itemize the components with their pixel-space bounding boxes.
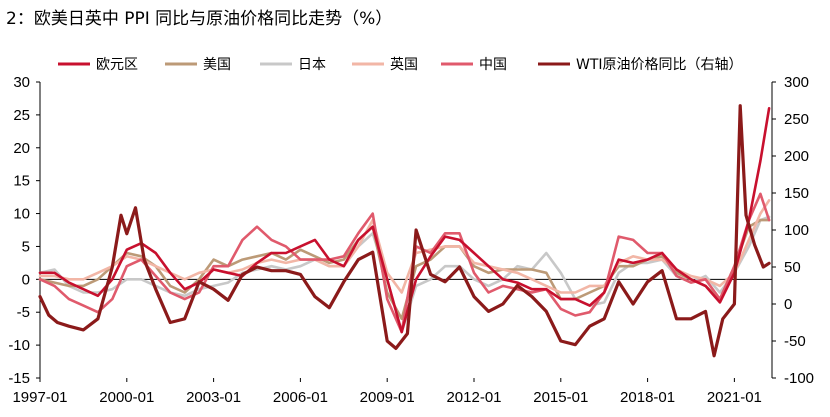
series-lines: [38, 104, 771, 358]
right-tick-label: 250: [784, 111, 809, 128]
chart-title: 2：欧美日英中 PPI 同比与原油价格同比走势（%）: [6, 9, 393, 29]
left-tick-label: 25: [13, 107, 30, 124]
axes: 302520151050-5-10-15300250200150100500-5…: [8, 74, 814, 406]
x-tick-label: 1997-01: [12, 389, 67, 406]
legend-label: 美国: [203, 57, 231, 73]
legend-label: 英国: [390, 56, 418, 73]
x-tick-label: 2006-01: [273, 389, 328, 406]
legend: 欧元区 美国 日本 英国 中国 WTI原油价格同比（右轴）: [58, 56, 743, 73]
right-tick-label: 200: [784, 148, 809, 165]
right-tick-label: 50: [784, 259, 801, 276]
legend-label: 日本: [298, 57, 326, 73]
x-tick-label: 2012-01: [446, 389, 501, 406]
right-tick-label: 0: [784, 296, 792, 313]
x-tick-label: 2018-01: [620, 389, 675, 406]
x-tick-label: 2000-01: [99, 389, 154, 406]
left-tick-label: 5: [22, 238, 30, 255]
series-line-5: [38, 104, 771, 358]
left-tick-label: 15: [13, 173, 30, 190]
right-tick-label: -50: [784, 333, 806, 350]
x-tick-label: 2009-01: [360, 389, 415, 406]
x-tick-label: 2015-01: [533, 389, 588, 406]
series-line-3: [38, 199, 771, 294]
legend-label: 欧元区: [96, 57, 138, 73]
series-line-0: [38, 107, 771, 334]
right-tick-label: -100: [784, 370, 814, 387]
left-tick-label: 0: [22, 271, 30, 288]
left-tick-label: -15: [8, 370, 30, 387]
left-tick-label: 30: [13, 74, 30, 91]
left-tick-label: -5: [17, 304, 30, 321]
legend-label: WTI原油价格同比（右轴）: [576, 57, 743, 73]
left-tick-label: 10: [13, 206, 30, 223]
x-tick-label: 2003-01: [186, 389, 241, 406]
x-tick-label: 2021-01: [707, 389, 762, 406]
legend-label: 中国: [479, 57, 507, 73]
left-tick-label: 20: [13, 140, 30, 157]
right-tick-label: 150: [784, 185, 809, 202]
right-tick-label: 300: [784, 74, 809, 91]
series-line-4: [38, 192, 771, 334]
left-tick-label: -10: [8, 337, 30, 354]
right-tick-label: 100: [784, 222, 809, 239]
